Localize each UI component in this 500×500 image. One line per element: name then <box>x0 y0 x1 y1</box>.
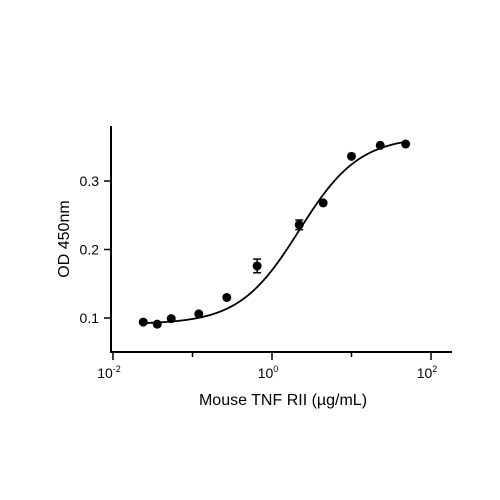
y-ticks: 0.1 0.2 0.3 <box>80 173 111 326</box>
data-points <box>138 139 411 329</box>
x-tick-base-2: 10 <box>417 365 433 381</box>
data-point-0 <box>138 317 148 327</box>
x-tick-label-0: 10-2 <box>97 364 121 381</box>
data-point-9 <box>375 140 385 150</box>
data-point-8 <box>347 151 356 161</box>
data-point-4 <box>222 292 232 302</box>
y-tick-label-0: 0.1 <box>80 310 100 326</box>
x-tick-exp-1: 0 <box>273 364 278 374</box>
y-tick-label-1: 0.2 <box>80 242 100 258</box>
y-tick-label-2: 0.3 <box>80 173 100 189</box>
fit-curve <box>143 140 406 325</box>
x-ticks: 10-2 100 102 <box>97 352 437 381</box>
data-point-6 <box>294 220 304 230</box>
x-axis-title: Mouse TNF RII (µg/mL) <box>199 392 367 409</box>
data-point-1 <box>152 319 162 329</box>
data-point-10 <box>401 139 411 149</box>
axes <box>110 126 452 353</box>
x-tick-exp-0: -2 <box>113 364 121 374</box>
x-tick-label-1: 100 <box>258 364 279 381</box>
data-point-3 <box>194 309 204 319</box>
x-tick-base-1: 10 <box>258 365 274 381</box>
x-tick-exp-2: 2 <box>432 364 437 374</box>
x-tick-base-0: 10 <box>97 365 113 381</box>
y-axis-title: OD 450nm <box>56 200 73 277</box>
data-point-2 <box>166 314 176 324</box>
data-point-7 <box>318 198 328 208</box>
data-point-5 <box>252 261 262 271</box>
x-tick-label-2: 102 <box>417 364 438 381</box>
